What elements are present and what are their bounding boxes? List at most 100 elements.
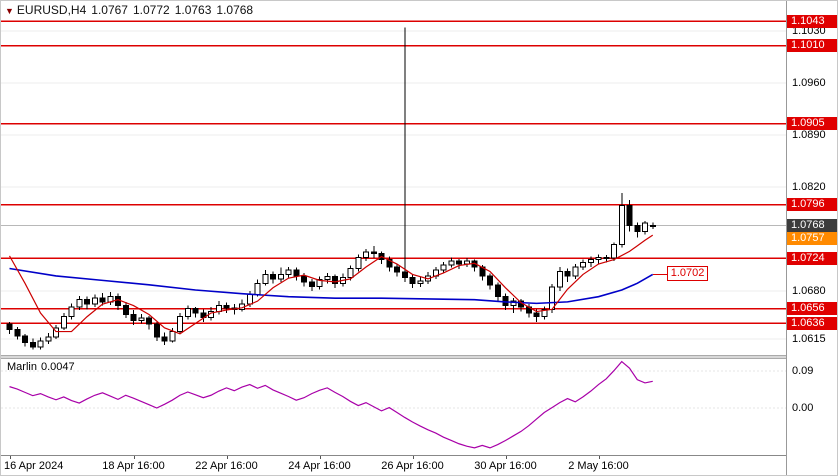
time-axis[interactable]: 16 Apr 2024 18 Apr 16:00 22 Apr 16:00 24 Ap…	[1, 455, 786, 475]
time-axis-tick	[505, 456, 507, 459]
time-axis-label: 24 Apr 16:00	[288, 460, 351, 472]
ohlc-low: 1.0763	[174, 3, 212, 17]
price-axis[interactable]: 1.1030 1.0960 1.0890 1.0820 1.0680 1.0615 0.09…	[786, 1, 837, 475]
indicator-name: Marlin	[7, 361, 37, 373]
time-axis-tick	[412, 456, 414, 459]
candle-body	[649, 224, 656, 227]
time-axis-label: 18 Apr 16:00	[102, 460, 165, 472]
time-axis-label: 26 Apr 16:00	[381, 460, 444, 472]
ohlc-open: 1.0767	[91, 3, 128, 17]
candle-body	[146, 317, 152, 325]
candle-body	[417, 280, 424, 284]
indicator-tick-label: 0.09	[792, 365, 814, 377]
candle-body	[99, 297, 106, 303]
time-axis-tick	[133, 456, 135, 459]
candle-body	[246, 293, 253, 305]
price-tick-label: 1.1030	[792, 24, 826, 37]
price-badge: 1.1043	[787, 14, 837, 28]
candle-body	[363, 251, 369, 258]
time-axis-label: 30 Apr 16:00	[474, 460, 537, 472]
price-tick-label: 1.0820	[792, 180, 826, 193]
candle-body	[572, 266, 579, 277]
candle-body	[153, 323, 160, 338]
price-badge: 1.0724	[787, 251, 837, 265]
candle-body	[626, 204, 633, 226]
candle-body	[169, 331, 176, 342]
candle-body	[122, 305, 129, 316]
candle-body	[200, 312, 207, 318]
candle-body	[556, 270, 563, 288]
indicator-value: 0.0047	[40, 361, 75, 373]
candle-body	[595, 256, 602, 261]
candle-body	[192, 308, 199, 314]
candle-body	[541, 308, 548, 318]
candle-body	[355, 256, 362, 269]
candle-body	[580, 262, 586, 268]
price-badge: 1.0636	[787, 316, 837, 330]
candle-body	[138, 317, 145, 321]
indicator-panel[interactable]	[1, 359, 786, 455]
candle-body	[130, 314, 137, 321]
time-axis-tick	[319, 456, 321, 459]
price-badge: 1.1010	[787, 39, 837, 53]
candle-body	[347, 267, 354, 278]
chart-title: ▼ EURUSD,H4 1.0767 1.0772 1.0763 1.0768	[5, 3, 253, 17]
ohlc-close: 1.0768	[216, 3, 254, 17]
candle-body	[370, 251, 377, 255]
candle-body	[293, 269, 300, 277]
price-tick-label: 1.0680	[792, 284, 826, 297]
indicator-title: Marlin 0.0047	[7, 361, 79, 373]
candle-body	[76, 299, 83, 308]
candle-body	[332, 276, 338, 284]
candle-body	[324, 276, 331, 281]
candle-body	[634, 224, 641, 232]
candle-body	[611, 244, 617, 259]
candle-body	[277, 273, 284, 280]
ma-value-label: 1.0702	[666, 266, 709, 282]
candle-body	[68, 306, 75, 318]
candle-body	[177, 316, 183, 333]
main-chart[interactable]	[1, 1, 786, 355]
symbol-period-label: EURUSD,H4	[16, 3, 87, 17]
candle-body	[29, 342, 36, 348]
fast-ma-line	[8, 234, 654, 335]
candle-body	[642, 222, 648, 232]
candle-body	[456, 260, 462, 265]
candle-body	[254, 282, 261, 295]
price-badge: 1.0768	[787, 218, 837, 232]
panel-splitter[interactable]	[1, 355, 786, 359]
candle-body	[533, 312, 540, 318]
time-axis-tick	[9, 456, 11, 459]
candle-body	[14, 328, 21, 337]
candle-body	[409, 276, 416, 284]
candle-body	[115, 296, 121, 307]
time-axis-tick	[598, 456, 600, 459]
candle-body	[308, 281, 315, 287]
candle-body	[301, 275, 307, 283]
indicator-tick-label: 0.00	[792, 402, 814, 414]
time-axis-label: 22 Apr 16:00	[195, 460, 258, 472]
candle-body	[487, 275, 493, 286]
marlin-line	[9, 360, 653, 449]
candle-body	[37, 340, 44, 348]
symbol-dropdown-icon[interactable]: ▼	[5, 6, 14, 16]
candle-body	[448, 260, 455, 266]
candle-body	[494, 284, 501, 298]
price-badge: 1.0757	[787, 231, 837, 245]
candle-body	[45, 336, 52, 342]
ohlc-high: 1.0772	[132, 3, 170, 17]
candle-body	[60, 316, 67, 329]
price-tick-label: 1.0615	[792, 333, 826, 345]
candle-body	[285, 269, 292, 275]
candle-body	[316, 279, 323, 287]
candle-body	[53, 327, 59, 338]
candle-body	[91, 297, 98, 305]
ma-value-text: 1.0702	[670, 267, 705, 280]
price-tick-label: 1.0960	[792, 76, 826, 89]
candle-body	[262, 273, 269, 284]
candle-body	[587, 259, 594, 264]
slow-ma-line	[9, 267, 654, 305]
candle-body	[510, 300, 517, 307]
candle-body	[394, 266, 400, 273]
